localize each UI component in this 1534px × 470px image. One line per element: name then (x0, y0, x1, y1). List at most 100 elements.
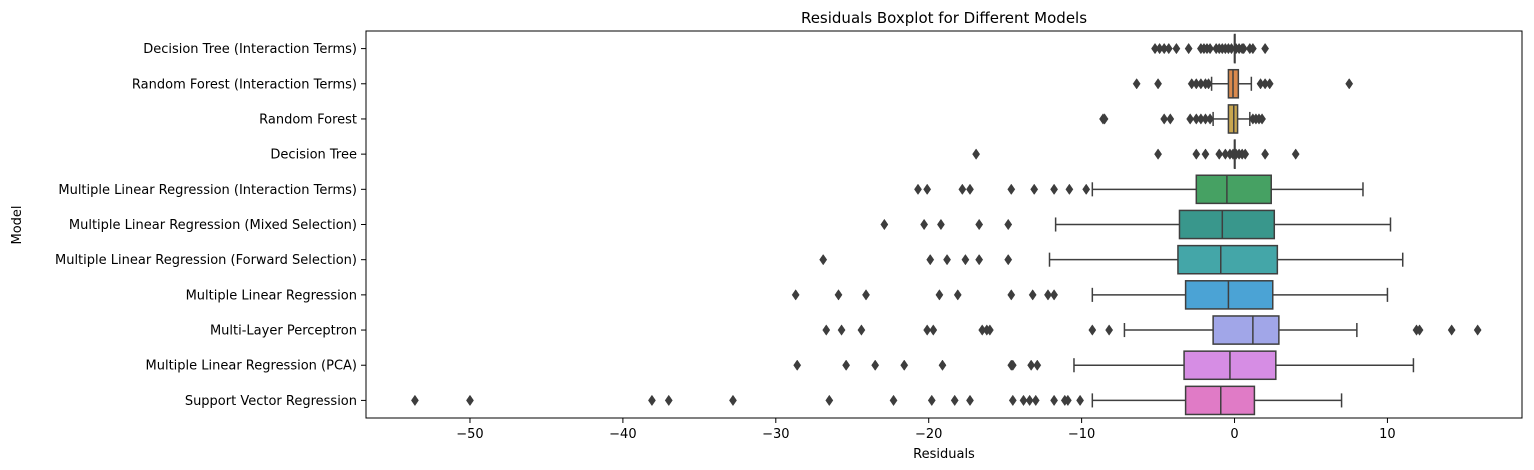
outlier-point (923, 183, 932, 195)
box-group (1099, 104, 1266, 134)
x-tick-label: 10 (1379, 427, 1396, 442)
box-group (411, 385, 1343, 416)
outlier-point (923, 324, 932, 336)
outlier-point (791, 289, 800, 301)
y-tick-label: Random Forest (259, 112, 357, 127)
x-tick-label: −50 (456, 427, 483, 442)
outlier-point (950, 394, 959, 407)
outlier-point (1065, 183, 1074, 195)
outlier-point (857, 324, 866, 336)
outlier-point (1415, 324, 1424, 336)
outlier-point (961, 254, 970, 266)
outlier-point (1201, 148, 1210, 160)
outlier-point (842, 359, 851, 371)
outlier-point (1076, 394, 1084, 407)
outlier-point (1031, 394, 1040, 407)
outlier-point (834, 289, 843, 301)
outlier-point (1088, 324, 1097, 336)
outlier-point (1033, 359, 1042, 371)
outlier-point (1184, 42, 1193, 55)
outlier-point (648, 394, 656, 407)
outlier-point (966, 394, 974, 407)
outlier-point (900, 359, 909, 371)
outlier-point (1204, 78, 1213, 90)
outlier-point (1082, 183, 1091, 195)
outlier-point (1206, 42, 1214, 55)
outlier-point (1473, 324, 1482, 336)
outlier-point (1154, 78, 1162, 90)
x-tick-label: −30 (762, 427, 789, 442)
outlier-point (871, 359, 880, 371)
outlier-point (920, 218, 929, 231)
outlier-point (1160, 113, 1169, 125)
outlier-point (1044, 289, 1052, 301)
outlier-point (935, 289, 944, 301)
x-tick-label: −40 (609, 427, 636, 442)
outlier-point (953, 289, 962, 301)
outlier-point (880, 218, 889, 231)
outlier-point (943, 254, 951, 266)
box-group (1132, 68, 1354, 99)
x-tick-label: 0 (1230, 427, 1238, 442)
outlier-point (1004, 218, 1013, 231)
outlier-point (1215, 148, 1224, 160)
y-tick-label: Multiple Linear Regression (PCA) (146, 359, 358, 374)
y-axis: Decision Tree (Interaction Terms) Random … (55, 42, 366, 409)
box-iqr (1227, 104, 1239, 134)
outlier-point (929, 324, 938, 336)
outlier-point (1007, 183, 1016, 195)
outlier-point (1261, 148, 1270, 160)
outlier-point (1447, 324, 1456, 336)
outlier-point (1008, 359, 1017, 371)
box-group (822, 315, 1482, 345)
outlier-point (862, 289, 870, 301)
outlier-point (926, 254, 935, 266)
outlier-point (1007, 289, 1016, 301)
box-series (411, 33, 1482, 416)
outlier-point (937, 218, 945, 231)
box-iqr (1184, 385, 1256, 416)
box-iqr (1178, 209, 1276, 240)
box-group (791, 280, 1389, 310)
outlier-point (466, 394, 474, 407)
outlier-point (1100, 113, 1109, 125)
x-axis-label: Residuals (913, 447, 975, 462)
outlier-point (1004, 254, 1013, 266)
outlier-point (938, 359, 947, 371)
outlier-point (985, 324, 994, 336)
box-group (793, 350, 1415, 381)
x-tick-label: −10 (1068, 427, 1095, 442)
box-iqr (1195, 174, 1272, 205)
outlier-point (1019, 394, 1028, 407)
outlier-point (1050, 183, 1059, 195)
outlier-point (958, 183, 967, 195)
outlier-point (927, 394, 936, 407)
outlier-point (822, 324, 831, 336)
box-group (819, 244, 1404, 275)
outlier-point (1050, 289, 1059, 301)
box-iqr (1177, 244, 1279, 275)
y-tick-label: Random Forest (Interaction Terms) (132, 77, 357, 92)
y-tick-label: Multiple Linear Regression (186, 288, 357, 303)
outlier-point (1172, 42, 1181, 55)
outlier-point (819, 254, 828, 266)
x-axis: −50 −40 −30 −20 −10 0 10 (456, 418, 1396, 442)
box-group (880, 209, 1392, 240)
outlier-point (1028, 289, 1037, 301)
outlier-point (1154, 148, 1162, 160)
outlier-point (1008, 394, 1017, 407)
x-tick-label: −20 (915, 427, 942, 442)
outlier-point (975, 218, 984, 231)
outlier-point (664, 394, 673, 407)
y-tick-label: Decision Tree (270, 148, 357, 163)
y-tick-label: Multiple Linear Regression (Forward Sele… (55, 253, 357, 268)
box-iqr (1184, 280, 1274, 310)
outlier-point (1248, 42, 1257, 55)
outlier-point (1027, 359, 1036, 371)
outlier-point (975, 254, 984, 266)
outlier-point (966, 183, 974, 195)
outlier-point (1265, 78, 1274, 90)
outlier-point (1206, 113, 1214, 125)
outlier-point (1105, 324, 1114, 336)
